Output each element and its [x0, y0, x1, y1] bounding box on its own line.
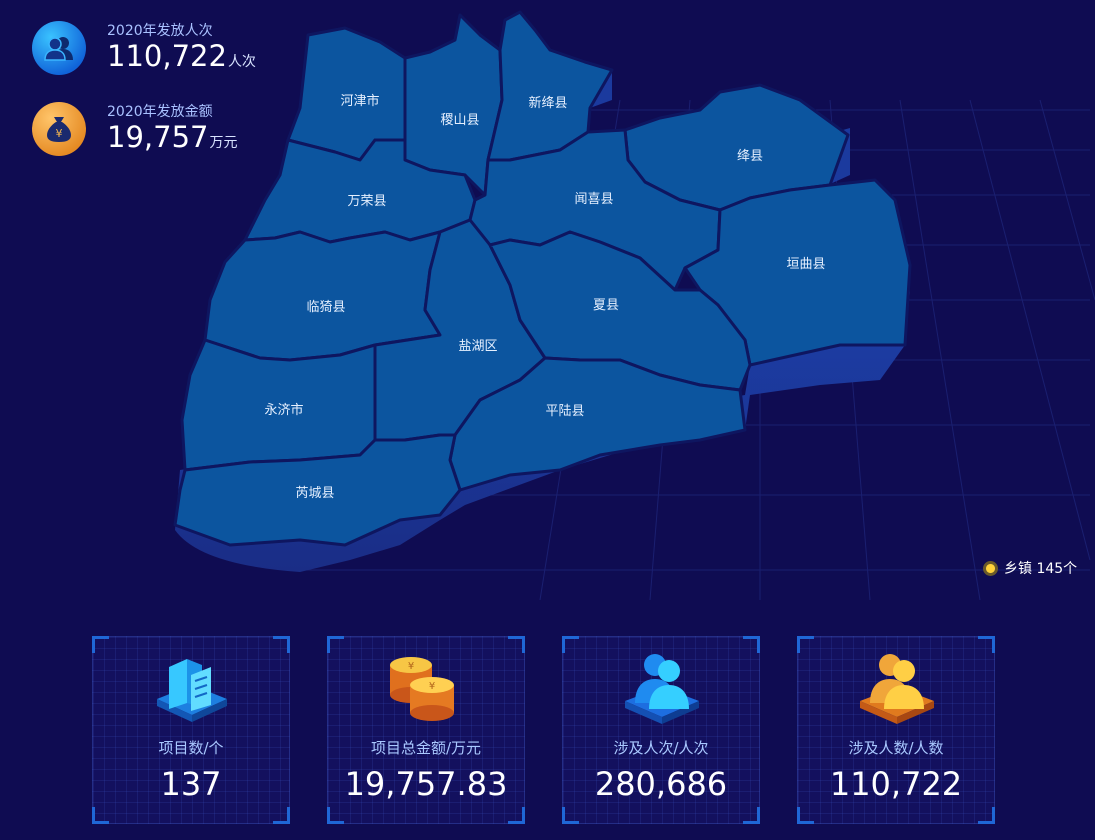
region-ruicheng[interactable]: [173, 433, 462, 547]
card-label: 项目总金额/万元: [370, 739, 482, 757]
card-person-times: 涉及人次/人次 280,686: [562, 636, 760, 824]
region-yuanqu[interactable]: [683, 178, 912, 367]
stat-amount: ¥ 2020年发放金额 19,757万元: [32, 102, 237, 156]
stat-value: 19,757: [107, 120, 209, 154]
region-label: 夏县: [593, 298, 619, 313]
card-label: 项目数/个: [158, 739, 224, 757]
stat-label: 2020年发放人次: [107, 23, 213, 39]
svg-text:¥: ¥: [408, 661, 414, 672]
region-label: 永济市: [264, 402, 303, 418]
card-project-count: 项目数/个 137: [92, 636, 290, 824]
stat-people-count: 2020年发放人次 110,722人次: [32, 21, 256, 75]
stat-unit: 人次: [227, 54, 256, 70]
svg-text:¥: ¥: [56, 127, 63, 140]
people-gold-icon: [860, 654, 934, 724]
region-label: 新绛县: [528, 95, 567, 111]
region-label: 稷山县: [440, 112, 479, 128]
stat-unit: 万元: [209, 135, 238, 151]
svg-text:¥: ¥: [429, 681, 435, 692]
card-value: 19,757.83: [344, 765, 508, 803]
town-marker-icon: [983, 560, 998, 576]
region-label: 绛县: [737, 149, 763, 164]
people-icon: [32, 21, 86, 75]
stat-label: 2020年发放金额: [107, 104, 213, 120]
region-label: 万荣县: [347, 194, 386, 209]
card-value: 137: [160, 765, 222, 803]
legend-towns: 乡镇 145个: [983, 558, 1077, 578]
coins-icon: ¥ ¥: [390, 657, 454, 721]
region-label: 盐湖区: [458, 339, 497, 354]
card-label: 涉及人次/人次: [613, 739, 709, 757]
card-project-amount: ¥ ¥ 项目总金额/万元 19,757.83: [327, 636, 525, 824]
card-value: 110,722: [829, 765, 963, 803]
region-label: 闻喜县: [574, 192, 613, 207]
region-label: 平陆县: [545, 403, 584, 419]
money-bag-icon: ¥: [32, 102, 86, 156]
region-label: 临猗县: [306, 300, 345, 315]
card-person-count: 涉及人数/人数 110,722: [797, 636, 995, 824]
legend-label: 乡镇 145个: [1004, 561, 1078, 577]
region-pinglu[interactable]: [448, 356, 747, 492]
people-blue-icon: [625, 654, 699, 724]
stat-value: 110,722: [107, 39, 227, 73]
region-label: 垣曲县: [786, 257, 825, 272]
region-label: 河津市: [340, 93, 379, 109]
map-extrusion-top: [585, 70, 850, 185]
card-label: 涉及人数/人数: [848, 739, 944, 757]
card-value: 280,686: [594, 765, 728, 803]
building-icon: [157, 659, 227, 722]
region-label: 芮城县: [295, 485, 334, 501]
